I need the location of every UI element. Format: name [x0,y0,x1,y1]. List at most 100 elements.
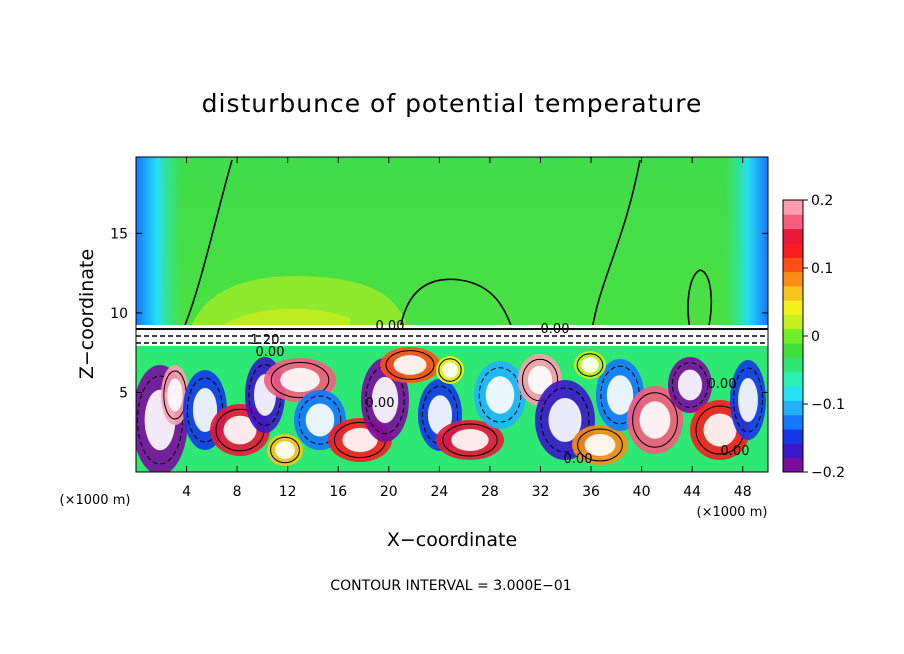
turbulence-contour [576,353,604,377]
turbulence-core [677,369,703,401]
colorbar [782,199,804,473]
x-tick-label: 12 [279,484,297,500]
contour-label: 0.00 [376,319,405,334]
chart-title: disturbunce of potential temperature [202,89,703,118]
x-axis-title: X−coordinate [387,529,517,551]
turbulence-core [167,378,183,412]
plot-frame [135,156,769,473]
upper-contour-middle [399,278,513,331]
turbulence-contour [438,358,462,382]
contour-label: 0.00 [366,396,395,411]
x-tick-label: 8 [233,484,242,500]
contour-label: 0.00 [256,345,285,360]
x-tick-label: 32 [532,484,550,500]
colorbar-tick-label: −0.2 [811,465,845,481]
turbulence-contour [632,392,678,448]
turbulence-core [275,441,295,459]
turbulence-contour [671,362,709,408]
turbulence-core [703,413,737,447]
plot-area [136,157,768,472]
y-unit-label: (×1000 m) [60,493,131,508]
colorbar-segment [783,457,803,473]
colorbar-segment [783,300,803,316]
turbulence-core [393,355,427,375]
turbulence-contour [298,395,342,445]
colorbar-tick-label: 0 [811,329,820,345]
turbulence-core [527,365,553,395]
contour-label: 1.20 [251,333,280,348]
colorbar-segment [783,285,803,301]
colorbar-segment [783,242,803,258]
colorbar-segment [783,228,803,244]
turbulence-core [606,375,634,415]
colorbar-segment [783,443,803,459]
colorbar-segment [783,257,803,273]
turbulence-core [305,403,335,437]
contour-interval-label: CONTOUR INTERVAL = 3.000E−01 [330,578,571,594]
turbulence-core [639,401,671,439]
y-tick-label: 5 [119,385,128,401]
turbulent-blobs [136,347,766,472]
x-tick-label: 28 [481,484,499,500]
colorbar-segment [783,271,803,287]
contour-label: 0.00 [721,444,750,459]
turbulence-contour [365,365,405,435]
turbulence-core [738,378,758,422]
contour-label: 0.00 [541,322,570,337]
y-tick-label: 10 [110,306,128,322]
turbulence-contour [385,350,435,380]
colorbar-segment [783,371,803,387]
x-tick-label: 20 [380,484,398,500]
colorbar-tick-label: 0.1 [811,261,833,277]
x-tick-label: 24 [430,484,448,500]
x-tick-label: 44 [683,484,701,500]
y-axis-title: Z−coordinate [76,249,98,379]
colorbar-segment [783,328,803,344]
y-tick-label: 15 [110,226,128,242]
turbulence-contour [733,367,763,433]
turbulence-core [451,429,489,451]
colorbar-segment [783,214,803,230]
turbulence-contour [540,387,590,453]
turbulence-contour [270,436,300,464]
contour-labels: 1.200.000.000.00 0.000.000.000.00 [251,319,750,467]
turbulence-core [548,398,582,442]
upper-contour-right [591,159,641,331]
turbulence-core [485,376,515,414]
colorbar-segment [783,386,803,401]
turbulence-core [223,415,257,445]
x-tick-label: 48 [734,484,752,500]
turbulence-contour [478,367,522,423]
turbulence-core [442,362,458,378]
x-tick-label: 40 [633,484,651,500]
turbulence-core [342,427,378,453]
turbulence-core [371,376,399,424]
upper-contour-left [182,159,233,331]
x-axis: 4 8 12 16 20 24 28 32 36 40 44 48 [182,157,752,500]
x-unit-label: (×1000 m) [697,505,768,520]
colorbar-segment [783,357,803,373]
turbulence-core [584,434,616,456]
turbulence-contour [577,428,623,462]
colorbar-tick-label: 0.2 [811,193,833,209]
turbulence-core [581,357,599,373]
x-tick-label: 36 [582,484,600,500]
y-axis: 5 10 15 [110,226,768,401]
turbulence-core [192,388,218,432]
colorbar-segment [783,414,803,430]
right-edge-field [722,157,768,337]
colorbar-ticks: 0.2 0.1 0 −0.1 −0.2 [803,193,845,481]
colorbar-segment [783,343,803,358]
turbulence-contour [442,423,498,457]
colorbar-segment [783,429,803,444]
x-tick-label: 4 [182,484,191,500]
turbulence-core [280,367,320,393]
colorbar-segment [783,314,803,330]
upper-contour-bubble [687,269,713,331]
contour-label: 0.00 [564,452,593,467]
contour-label: 0.00 [708,377,737,392]
left-edge-field [136,157,184,337]
turbulence-contour [270,361,330,399]
turbulence-core [427,395,453,435]
